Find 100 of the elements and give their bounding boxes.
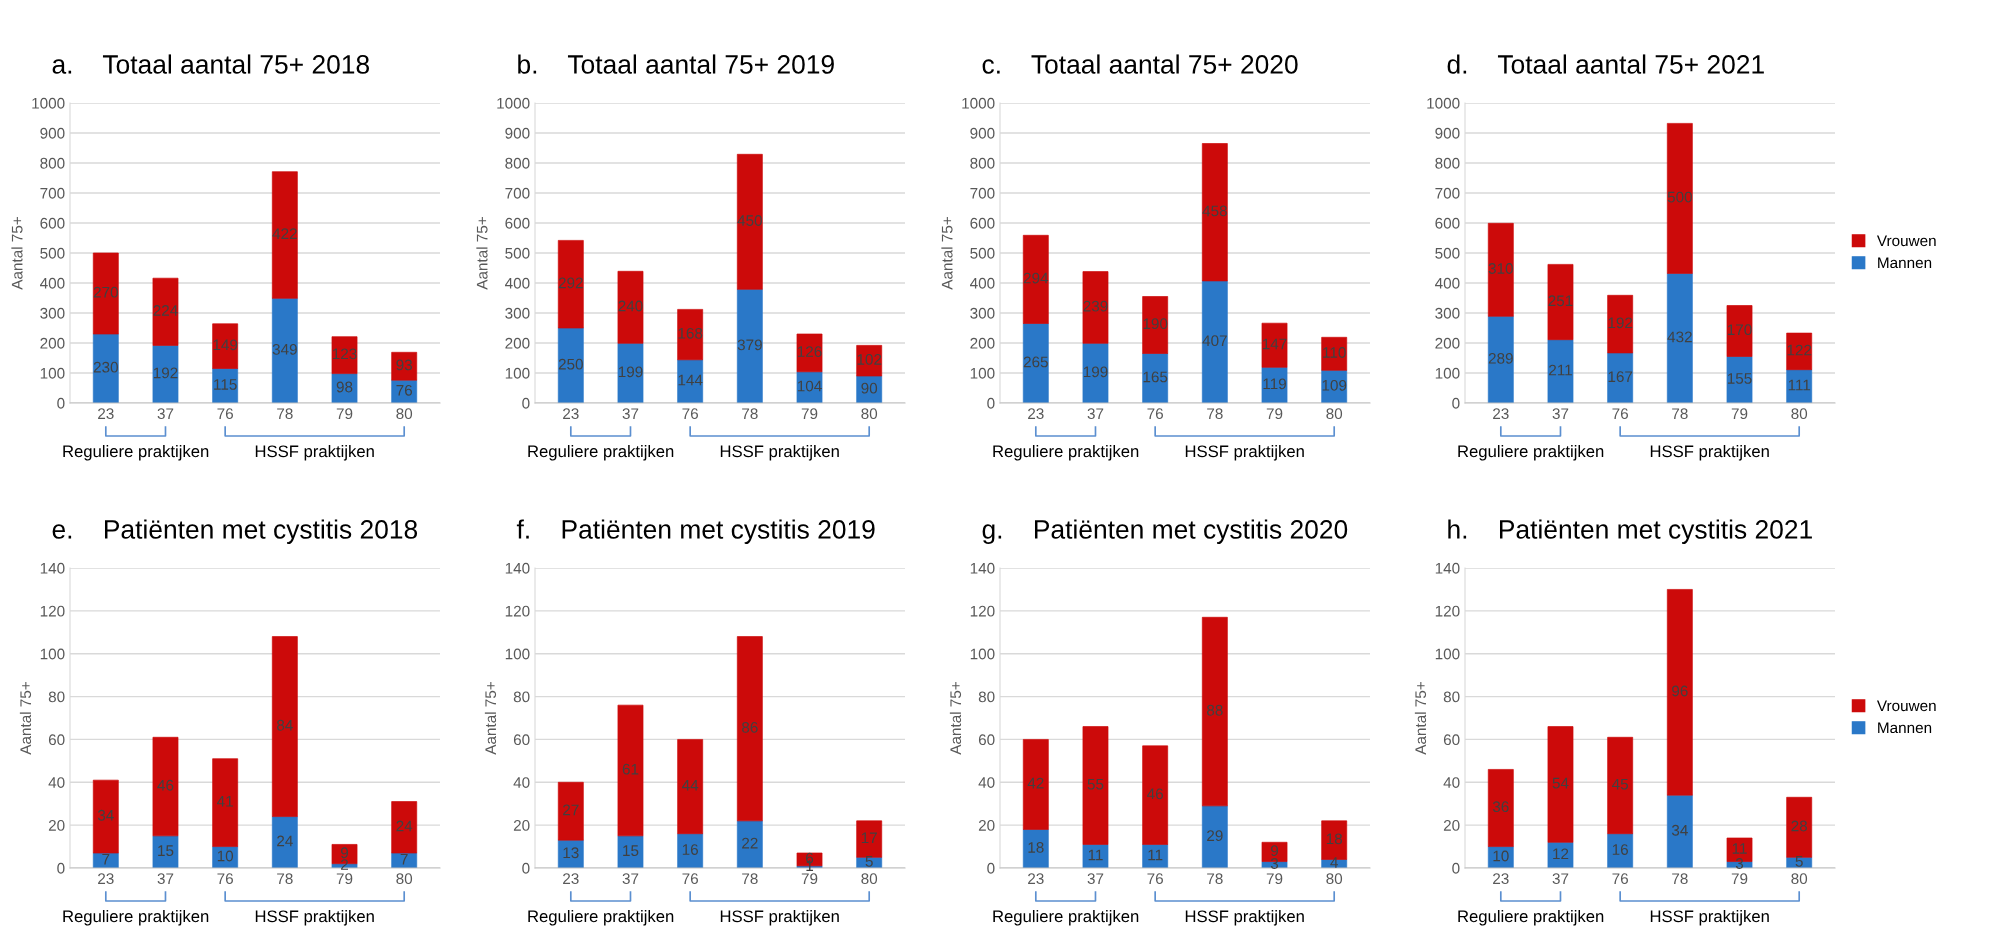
data-label: 192 bbox=[1608, 317, 1633, 329]
data-label: 211 bbox=[1549, 364, 1572, 376]
data-label: 18 bbox=[1028, 842, 1044, 853]
text: HSSF praktijken bbox=[255, 445, 374, 461]
data-label: 165 bbox=[1143, 371, 1168, 383]
y-tick-label: 140 bbox=[505, 562, 530, 574]
chart-title: b. Totaal aantal 75+ 2019 bbox=[518, 54, 834, 74]
y-tick-label: 200 bbox=[970, 337, 995, 349]
data-label: 61 bbox=[622, 763, 639, 775]
data-label: 109 bbox=[1322, 379, 1347, 391]
data-label: 9 bbox=[1270, 845, 1279, 857]
data-label: 11 bbox=[1732, 843, 1747, 854]
data-label: 7 bbox=[400, 853, 408, 865]
data-label: 119 bbox=[1263, 378, 1286, 390]
x-tick-label: 37 bbox=[1087, 873, 1104, 885]
y-tick-label: 60 bbox=[978, 734, 995, 746]
x-tick-label: 76 bbox=[1147, 408, 1163, 420]
y-tick-label: 0 bbox=[522, 862, 530, 874]
data-label: 29 bbox=[1207, 830, 1223, 842]
y-tick-label: 80 bbox=[978, 691, 995, 703]
y-tick-label: 900 bbox=[505, 127, 530, 139]
y-tick-label: 900 bbox=[40, 127, 65, 139]
data-label: 289 bbox=[1488, 352, 1513, 364]
y-axis-title: Aantal 75+ bbox=[484, 682, 497, 755]
y-axis-title: Aantal 75+ bbox=[949, 682, 962, 755]
x-tick-label: 80 bbox=[1326, 408, 1343, 420]
text: Reguliere praktijken bbox=[993, 910, 1139, 926]
y-tick-label: 400 bbox=[40, 277, 65, 289]
data-label: 349 bbox=[272, 343, 297, 355]
chart-title: h. Patiënten met cystitis 2021 bbox=[1448, 519, 1812, 544]
data-label: 34 bbox=[97, 809, 114, 821]
y-tick-label: 1000 bbox=[1427, 97, 1460, 109]
data-label: 5 bbox=[865, 856, 873, 867]
x-tick-label: 37 bbox=[1087, 408, 1104, 420]
y-tick-label: 300 bbox=[1435, 307, 1460, 319]
x-tick-label: 80 bbox=[396, 873, 413, 885]
data-label: 265 bbox=[1023, 356, 1048, 368]
y-axis-title: Aantal 75+ bbox=[19, 682, 32, 755]
y-tick-label: 120 bbox=[970, 605, 995, 617]
y-tick-label: 120 bbox=[40, 605, 65, 617]
y-axis-title: Aantal 75+ bbox=[476, 217, 488, 290]
data-label: 450 bbox=[737, 215, 762, 226]
data-label: 98 bbox=[336, 381, 353, 393]
y-tick-label: 200 bbox=[505, 337, 530, 349]
data-label: 123 bbox=[332, 348, 357, 360]
x-tick-label: 37 bbox=[1552, 408, 1569, 420]
data-label: 84 bbox=[277, 719, 293, 731]
y-tick-label: 40 bbox=[978, 777, 995, 788]
y-tick-label: 0 bbox=[57, 862, 65, 874]
x-tick-label: 23 bbox=[1028, 873, 1044, 885]
y-tick-label: 40 bbox=[1443, 777, 1460, 788]
chart-title: a. Totaal aantal 75+ 2018 bbox=[52, 54, 369, 74]
data-label: 250 bbox=[558, 358, 583, 370]
data-label: 15 bbox=[623, 845, 639, 857]
data-label: 407 bbox=[1202, 335, 1227, 347]
data-label: 45 bbox=[1612, 778, 1629, 790]
data-label: 170 bbox=[1727, 324, 1752, 336]
text: Reguliere praktijken bbox=[1458, 910, 1604, 926]
y-tick-label: 400 bbox=[1435, 277, 1460, 289]
y-tick-label: 140 bbox=[970, 562, 995, 574]
text: HSSF praktijken bbox=[720, 910, 839, 926]
y-tick-label: 100 bbox=[1435, 367, 1460, 379]
y-tick-label: 300 bbox=[40, 307, 65, 319]
y-tick-label: 600 bbox=[40, 217, 65, 229]
text: Reguliere praktijken bbox=[1458, 445, 1604, 461]
data-label: 18 bbox=[1326, 833, 1343, 845]
x-tick-label: 37 bbox=[622, 873, 639, 885]
y-tick-label: 100 bbox=[40, 648, 65, 660]
x-tick-label: 76 bbox=[217, 873, 233, 885]
data-label: 422 bbox=[272, 228, 297, 239]
data-label: 93 bbox=[396, 359, 413, 371]
data-label: 96 bbox=[1672, 685, 1688, 697]
y-tick-label: 140 bbox=[1435, 562, 1460, 574]
x-tick-label: 76 bbox=[1612, 408, 1628, 420]
y-tick-label: 100 bbox=[40, 367, 65, 379]
x-tick-label: 79 bbox=[336, 873, 353, 885]
y-tick-label: 200 bbox=[40, 337, 65, 349]
x-tick-label: 79 bbox=[336, 408, 353, 420]
y-tick-label: 200 bbox=[1435, 337, 1460, 349]
y-axis-title: Aantal 75+ bbox=[11, 217, 23, 290]
y-tick-label: 800 bbox=[970, 157, 995, 169]
data-label: 17 bbox=[861, 832, 877, 844]
legend-label: Vrouwen bbox=[1876, 235, 1936, 247]
y-tick-label: 100 bbox=[1435, 648, 1460, 660]
chart-title: f. Patiënten met cystitis 2019 bbox=[516, 519, 875, 544]
y-tick-label: 700 bbox=[40, 187, 65, 199]
text: HSSF praktijken bbox=[720, 445, 839, 461]
data-label: 88 bbox=[1207, 704, 1223, 716]
x-tick-label: 23 bbox=[98, 873, 114, 885]
legend-label: Mannen bbox=[1878, 722, 1932, 734]
data-label: 34 bbox=[1671, 824, 1688, 836]
data-label: 13 bbox=[563, 847, 579, 859]
text: Reguliere praktijken bbox=[63, 445, 209, 461]
text: HSSF praktijken bbox=[1650, 445, 1769, 461]
y-tick-label: 100 bbox=[505, 648, 530, 660]
text: Reguliere praktijken bbox=[993, 445, 1139, 461]
data-label: 115 bbox=[214, 379, 237, 390]
y-tick-label: 0 bbox=[1452, 397, 1460, 409]
y-tick-label: 40 bbox=[48, 777, 65, 788]
data-label: 28 bbox=[1791, 820, 1808, 832]
